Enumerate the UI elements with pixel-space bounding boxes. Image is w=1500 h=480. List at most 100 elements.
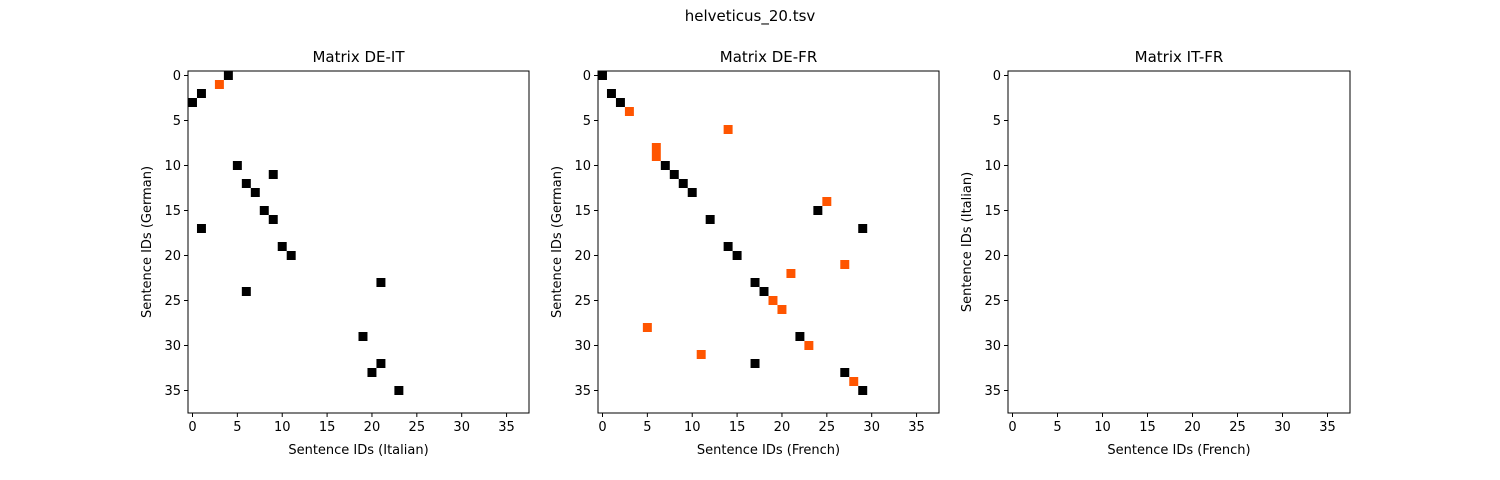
chart-1-cell-4 — [723, 125, 733, 134]
chart-2-ytick-label-25: 25 — [984, 294, 1001, 309]
chart-0-xtick-label-30: 30 — [453, 420, 470, 435]
chart-0-ytick-label-20: 20 — [164, 249, 181, 264]
chart-1-cell-18 — [786, 269, 796, 278]
chart-1-ytick-label-0: 0 — [583, 69, 591, 84]
chart-1-ytick-label-15: 15 — [574, 204, 591, 219]
chart-0-ytick-label-35: 35 — [164, 384, 181, 399]
chart-1-cell-5 — [651, 143, 661, 152]
chart-2-axes-frame — [1007, 70, 1351, 414]
chart-1-cell-26 — [696, 350, 706, 359]
chart-2-ytick-label-15: 15 — [984, 204, 1001, 219]
chart-0-cell-1 — [214, 80, 224, 89]
chart-1-ytick-label-25: 25 — [574, 294, 591, 309]
chart-0-cell-6 — [241, 179, 251, 188]
chart-1-cell-11 — [822, 197, 832, 206]
chart-1-ylabel: Sentence IDs (German) — [550, 166, 565, 318]
chart-2-xtick-label-0: 0 — [1008, 420, 1016, 435]
chart-0-axes-frame — [187, 70, 530, 414]
chart-1-cell-1 — [606, 89, 616, 98]
chart-0-ytick-label-30: 30 — [164, 339, 181, 354]
chart-1-cell-10 — [687, 188, 697, 197]
chart-0-cell-13 — [376, 278, 386, 287]
chart-1-cell-15 — [723, 242, 733, 251]
chart-0-xtick-label-15: 15 — [319, 420, 336, 435]
chart-1-cell-29 — [849, 377, 859, 386]
chart-1-cell-22 — [777, 305, 787, 314]
chart-1-cell-16 — [732, 251, 742, 260]
chart-0-ylabel: Sentence IDs (German) — [140, 166, 155, 318]
chart-1-cell-14 — [858, 224, 868, 233]
chart-1-cell-12 — [813, 206, 823, 215]
chart-1-xtick-label-10: 10 — [684, 420, 701, 435]
chart-2-xlabel: Sentence IDs (French) — [1107, 443, 1250, 458]
chart-0-cell-15 — [358, 332, 368, 341]
chart-1-cell-20 — [759, 287, 769, 296]
chart-0-ytick-label-15: 15 — [164, 204, 181, 219]
chart-1-xtick-label-25: 25 — [819, 420, 836, 435]
chart-1-cell-3 — [624, 107, 634, 116]
chart-2-ytick-label-0: 0 — [993, 69, 1001, 84]
chart-1-cell-25 — [804, 341, 814, 350]
chart-1-cell-7 — [660, 161, 670, 170]
chart-0-cell-18 — [394, 386, 404, 395]
chart-1-xlabel: Sentence IDs (French) — [697, 443, 840, 458]
chart-0-cell-16 — [376, 359, 386, 368]
chart-0-ytick-label-0: 0 — [173, 69, 181, 84]
chart-0-cell-2 — [196, 89, 206, 98]
chart-1-ytick-label-5: 5 — [583, 114, 591, 129]
chart-0-ytick-label-5: 5 — [173, 114, 181, 129]
chart-0-xtick-label-25: 25 — [409, 420, 426, 435]
chart-2-ylabel: Sentence IDs (Italian) — [960, 172, 975, 312]
chart-2-title: Matrix IT-FR — [1135, 48, 1224, 66]
chart-1-xtick-label-30: 30 — [863, 420, 880, 435]
chart-1-cell-13 — [705, 215, 715, 224]
chart-0-cell-5 — [268, 170, 278, 179]
chart-2-ytick-label-30: 30 — [984, 339, 1001, 354]
chart-1-cell-19 — [750, 278, 760, 287]
chart-0-cell-4 — [232, 161, 242, 170]
chart-0-xtick-label-0: 0 — [188, 420, 196, 435]
chart-0-xlabel: Sentence IDs (Italian) — [288, 443, 428, 458]
chart-1-xtick-label-35: 35 — [908, 420, 925, 435]
chart-2-xtick-label-10: 10 — [1094, 420, 1111, 435]
chart-1-cell-28 — [840, 368, 850, 377]
chart-2-ytick-label-5: 5 — [993, 114, 1001, 129]
chart-2-ytick-label-35: 35 — [984, 384, 1001, 399]
chart-1-cell-6 — [651, 152, 661, 161]
chart-0-cell-12 — [286, 251, 296, 260]
chart-0-xtick-label-10: 10 — [274, 420, 291, 435]
chart-1-cell-9 — [678, 179, 688, 188]
chart-1-xtick-label-0: 0 — [598, 420, 606, 435]
chart-1-cell-24 — [795, 332, 805, 341]
panel-de-it: 0 5 10 15 20 25 30 35 0 5 10 15 20 25 30 35 Matrix DE-IT… — [140, 48, 530, 458]
chart-1-ytick-label-30: 30 — [574, 339, 591, 354]
chart-0-title: Matrix DE-IT — [312, 48, 405, 66]
chart-0-xtick-label-5: 5 — [233, 420, 241, 435]
chart-1-cell-21 — [768, 296, 778, 305]
chart-0-cell-8 — [259, 206, 269, 215]
chart-2-xtick-label-25: 25 — [1229, 420, 1246, 435]
chart-1-title: Matrix DE-FR — [720, 48, 818, 66]
chart-0-xtick-label-20: 20 — [364, 420, 381, 435]
chart-1-cell-23 — [642, 323, 652, 332]
chart-2-xtick-label-20: 20 — [1184, 420, 1201, 435]
chart-1-xtick-label-5: 5 — [643, 420, 651, 435]
chart-1-cell-8 — [669, 170, 679, 179]
chart-0-xtick-label-35: 35 — [498, 420, 515, 435]
chart-0-cell-0 — [223, 71, 233, 80]
panel-de-fr: 0 5 10 15 20 25 30 35 0 5 10 15 20 25 30 35 Matrix DE-FR… — [550, 48, 940, 458]
chart-1-cell-2 — [615, 98, 625, 107]
chart-1-cell-27 — [750, 359, 760, 368]
chart-0-ytick-label-10: 10 — [164, 159, 181, 174]
chart-1-cell-30 — [858, 386, 868, 395]
chart-2-xtick-label-5: 5 — [1053, 420, 1061, 435]
chart-0-cell-7 — [250, 188, 260, 197]
chart-0-ytick-label-25: 25 — [164, 294, 181, 309]
chart-2-ytick-label-10: 10 — [984, 159, 1001, 174]
chart-0-cell-17 — [367, 368, 377, 377]
chart-1-xtick-label-20: 20 — [774, 420, 791, 435]
chart-1-cell-17 — [840, 260, 850, 269]
chart-0-cell-11 — [277, 242, 287, 251]
